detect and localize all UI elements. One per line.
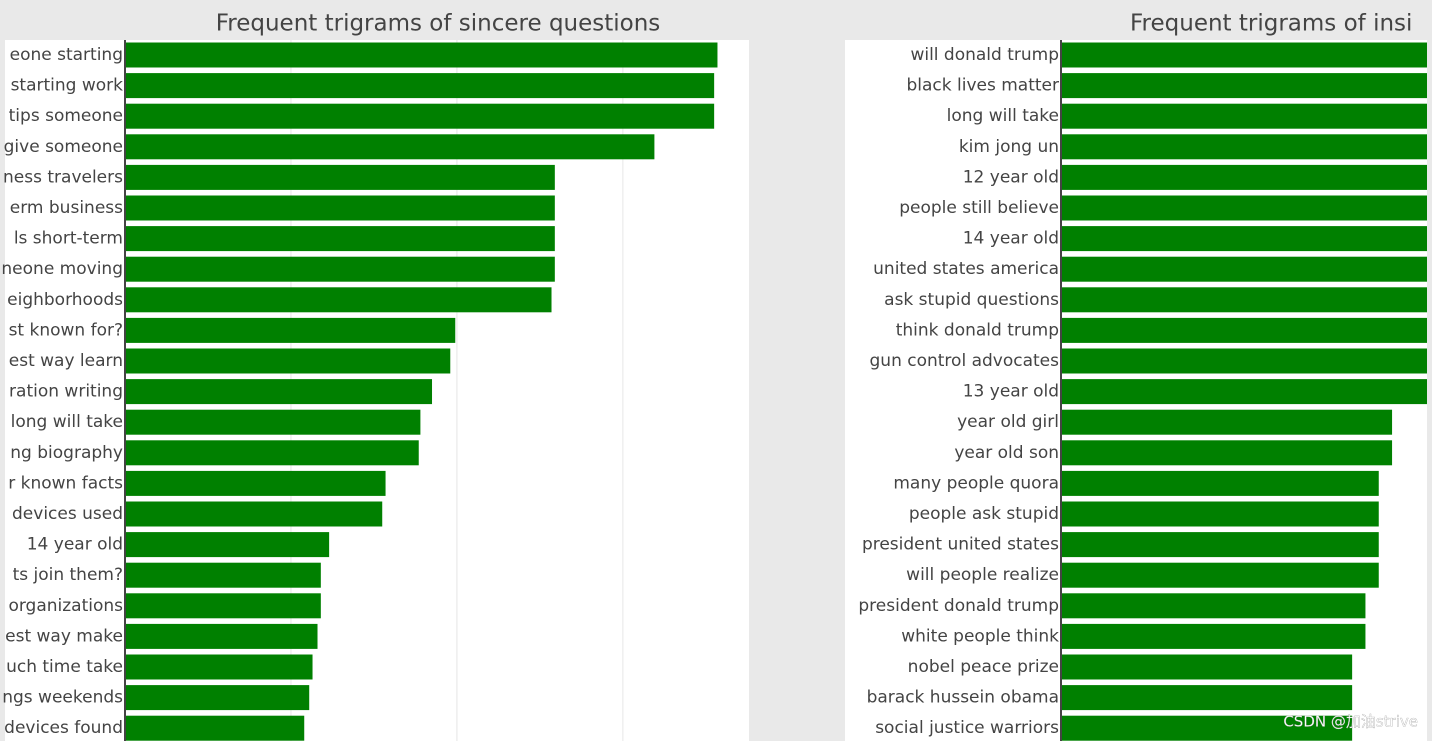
bar [1061, 501, 1379, 527]
y-tick-label: barack hussein obama [867, 688, 1059, 708]
y-tick-label: think donald trump [896, 320, 1059, 340]
bar [1061, 195, 1427, 221]
bar [1061, 134, 1427, 160]
bar [1061, 287, 1427, 313]
bar [1061, 623, 1366, 649]
y-tick-label: est way make [5, 626, 123, 646]
bar [125, 685, 310, 711]
bar [125, 348, 451, 374]
bar [1061, 562, 1379, 588]
bar [1061, 715, 1353, 741]
bar [1061, 379, 1427, 405]
y-tick-label: neone moving [1, 259, 123, 279]
bar [125, 470, 386, 496]
bar [125, 256, 555, 282]
plot-area [1061, 42, 1427, 741]
bar [125, 593, 321, 619]
y-tick-label: long will take [947, 106, 1059, 126]
bar [125, 287, 552, 313]
bar [125, 562, 321, 588]
y-tick-label: ng biography [10, 443, 123, 463]
bar [1061, 256, 1427, 282]
bar [125, 409, 421, 435]
chart-title: Frequent trigrams of insi [1130, 11, 1412, 37]
y-tick-label: uch time take [6, 657, 123, 677]
bar [1061, 73, 1427, 99]
y-tick-label: tips someone [9, 106, 123, 126]
y-tick-label: united states america [873, 259, 1059, 279]
y-tick-label: r known facts [8, 473, 123, 493]
y-tick-label: est way learn [9, 351, 123, 371]
y-tick-label: erm business [10, 198, 123, 218]
y-tick-label: social justice warriors [875, 718, 1059, 738]
y-tick-label: people still believe [899, 198, 1059, 218]
y-tick-label: ask stupid questions [884, 290, 1059, 310]
bar [125, 623, 318, 649]
bar [1061, 317, 1427, 343]
y-tick-label: president donald trump [858, 596, 1059, 616]
bar [125, 715, 305, 741]
bar [1061, 409, 1393, 435]
y-tick-label: devices found [4, 718, 123, 738]
bar [1061, 440, 1393, 466]
y-tick-label: eighborhoods [7, 290, 123, 310]
bar [1061, 685, 1353, 711]
y-tick-label: devices used [12, 504, 123, 524]
bar [125, 226, 555, 252]
bar [125, 42, 718, 68]
y-tick-label: eone starting [10, 45, 123, 65]
bar [1061, 103, 1427, 129]
y-tick-label: ts join them? [13, 565, 123, 585]
bar [1061, 226, 1427, 252]
bar [1061, 654, 1353, 680]
bar [125, 134, 655, 160]
y-tick-label: ness travelers [3, 167, 123, 187]
y-tick-label: 14 year old [27, 535, 123, 555]
chart-title: Frequent trigrams of sincere questions [216, 11, 661, 37]
bar [125, 195, 555, 221]
y-tick-label: gun control advocates [870, 351, 1060, 371]
y-tick-label: black lives matter [906, 76, 1059, 96]
y-tick-label: white people think [901, 626, 1059, 646]
y-tick-label: ration writing [9, 382, 123, 402]
y-tick-label: will people realize [906, 565, 1059, 585]
bar [125, 164, 555, 190]
y-tick-label: 13 year old [963, 382, 1059, 402]
bar [1061, 42, 1427, 68]
y-tick-label: starting work [11, 76, 124, 96]
y-tick-label: people ask stupid [909, 504, 1059, 524]
y-tick-label: organizations [8, 596, 123, 616]
y-tick-label: will donald trump [910, 45, 1059, 65]
y-tick-label: give someone [4, 137, 123, 157]
y-tick-label: many people quora [893, 473, 1059, 493]
bar [125, 103, 715, 129]
bar [125, 379, 433, 405]
bar [1061, 348, 1427, 374]
bar [1061, 164, 1427, 190]
bar [125, 73, 715, 99]
bar [1061, 470, 1379, 496]
watermark: CSDN @加油strive [1283, 713, 1418, 731]
y-tick-label: year old girl [957, 412, 1059, 432]
y-tick-label: ngs weekends [2, 688, 123, 708]
y-tick-label: long will take [11, 412, 123, 432]
bar [125, 440, 419, 466]
bar [125, 654, 313, 680]
y-tick-label: president united states [862, 535, 1059, 555]
y-tick-label: nobel peace prize [908, 657, 1059, 677]
bar [125, 532, 330, 558]
y-tick-label: 12 year old [963, 167, 1059, 187]
plot-area [125, 40, 718, 741]
y-tick-label: ls short-term [14, 229, 123, 249]
y-tick-label: 14 year old [963, 229, 1059, 249]
y-tick-label: kim jong un [959, 137, 1059, 157]
bar [125, 501, 383, 527]
bar [1061, 532, 1379, 558]
y-tick-label: st known for? [9, 320, 123, 340]
bar [1061, 593, 1366, 619]
y-tick-label: year old son [954, 443, 1059, 463]
bar [125, 317, 456, 343]
